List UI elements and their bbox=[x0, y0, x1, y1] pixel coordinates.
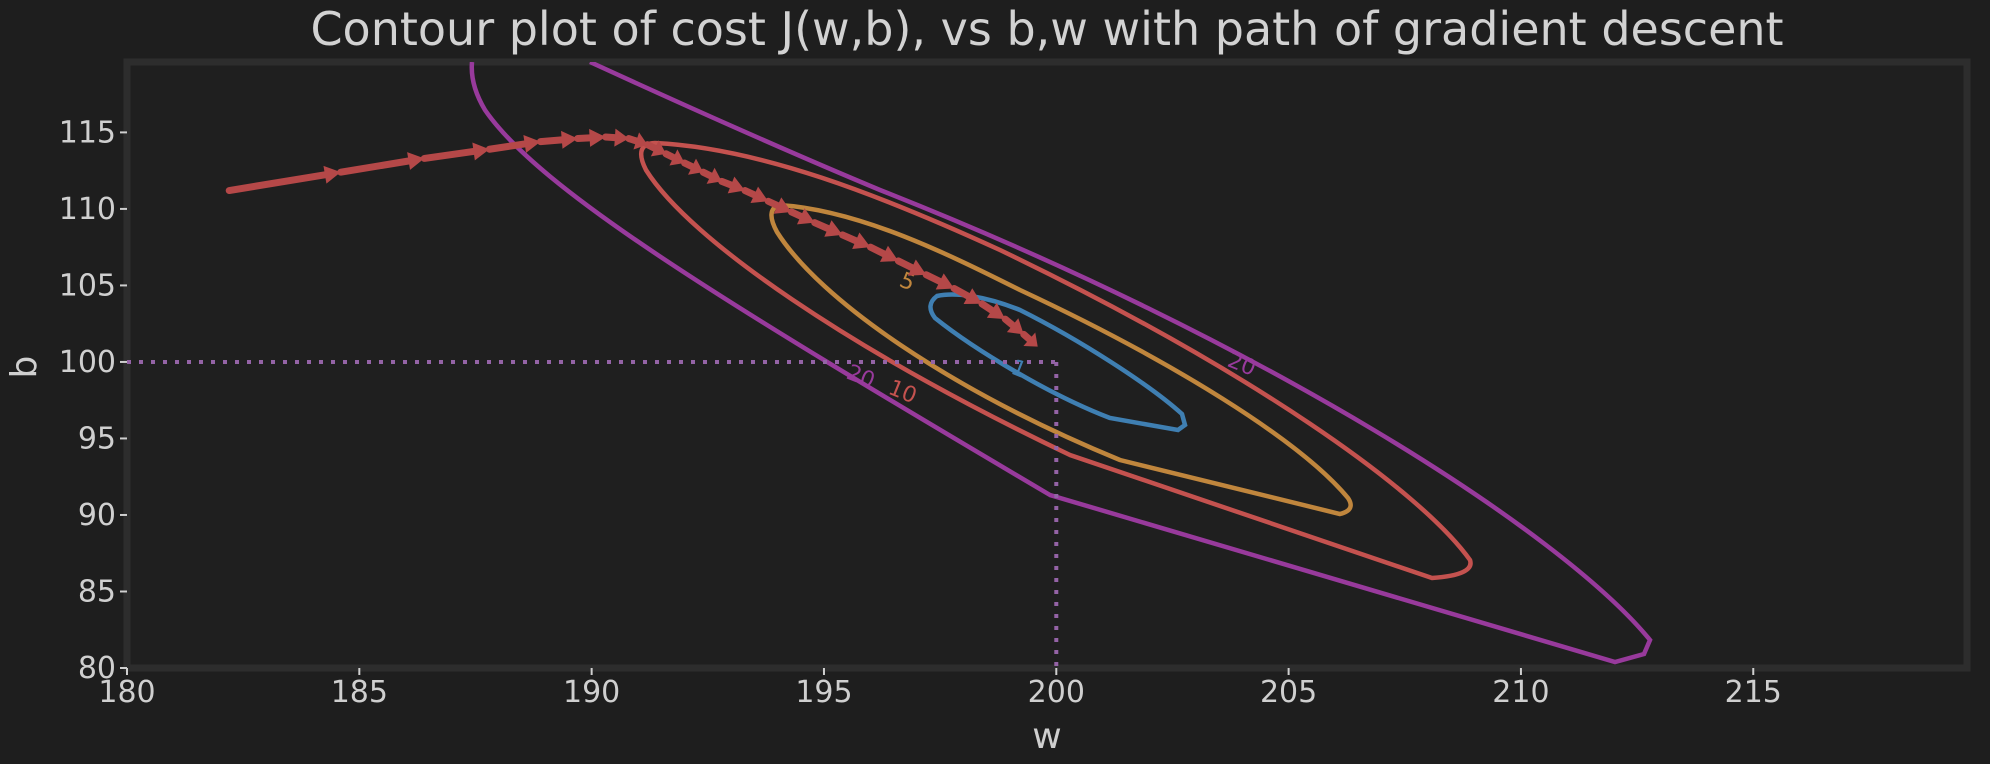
gd-step-arrowhead bbox=[633, 132, 648, 150]
y-tick-label: 80 bbox=[78, 651, 116, 686]
x-tick-label: 215 bbox=[1725, 675, 1782, 710]
gradient-descent-path bbox=[225, 128, 1038, 347]
gd-step-arrowhead bbox=[561, 130, 578, 149]
gd-step-arrowhead bbox=[669, 149, 685, 166]
gd-step-shaft bbox=[625, 135, 640, 145]
plot-area bbox=[123, 58, 1971, 672]
gd-step-shaft bbox=[602, 133, 619, 142]
gd-step-shaft bbox=[643, 141, 659, 152]
y-axis-label: b bbox=[4, 356, 45, 379]
x-tick-label: 180 bbox=[98, 675, 155, 710]
gd-step-arrowhead bbox=[706, 167, 722, 184]
gd-step-arrowhead bbox=[986, 302, 1006, 320]
contour-20 bbox=[469, 62, 1653, 665]
x-tick-label: 195 bbox=[795, 675, 852, 710]
gd-step-arrowhead bbox=[472, 142, 490, 161]
gd-step-arrowhead bbox=[773, 197, 792, 214]
gd-step-shaft bbox=[866, 243, 888, 258]
gd-step-arrowhead bbox=[650, 140, 666, 157]
gd-step-arrowhead bbox=[614, 128, 629, 147]
gd-step-shaft bbox=[764, 197, 782, 210]
contour-5 bbox=[769, 202, 1353, 517]
gd-step-arrowhead bbox=[407, 152, 425, 170]
gd-step-shaft bbox=[1020, 330, 1033, 343]
gd-step-shaft bbox=[718, 177, 735, 189]
x-tick-label: 190 bbox=[563, 675, 620, 710]
gd-step-arrowhead bbox=[935, 273, 955, 290]
contour-lines bbox=[469, 62, 1653, 665]
gd-step-shaft bbox=[1001, 315, 1017, 329]
gd-step-shaft bbox=[681, 159, 696, 171]
gd-step-shaft bbox=[337, 157, 413, 176]
gd-step-arrowhead bbox=[750, 186, 769, 204]
y-tick-label: 100 bbox=[59, 345, 116, 380]
x-tick-label: 185 bbox=[331, 675, 388, 710]
gd-step-arrowhead bbox=[963, 288, 982, 304]
optimum-marker bbox=[127, 359, 1059, 668]
gd-step-arrowhead bbox=[907, 259, 927, 276]
gd-step-arrowhead bbox=[879, 245, 899, 262]
gd-step-shaft bbox=[537, 136, 566, 146]
gd-step-arrowhead bbox=[824, 220, 843, 237]
y-tick-label: 95 bbox=[78, 421, 116, 456]
gd-step-arrowhead bbox=[323, 165, 341, 184]
y-tick-label: 90 bbox=[78, 498, 116, 533]
gd-step-shaft bbox=[922, 271, 944, 285]
gd-step-arrowhead bbox=[589, 128, 606, 147]
x-axis-ticks: 180 185 190 195 200 205 210 215 bbox=[98, 668, 1782, 710]
gd-step-shaft bbox=[894, 257, 916, 272]
gd-step-shaft bbox=[787, 208, 805, 220]
y-tick-label: 105 bbox=[59, 268, 116, 303]
gd-step-arrowhead bbox=[727, 176, 745, 194]
gd-step-shaft bbox=[485, 140, 529, 153]
y-tick-label: 85 bbox=[78, 574, 116, 609]
gd-step-shaft bbox=[741, 187, 758, 199]
contour-1 bbox=[928, 292, 1188, 433]
gd-step-shaft bbox=[811, 219, 832, 232]
x-tick-label: 205 bbox=[1260, 675, 1317, 710]
gd-step-shaft bbox=[225, 171, 329, 195]
gd-step-arrowhead bbox=[796, 208, 815, 225]
gd-step-arrowhead bbox=[1006, 318, 1024, 335]
gd-step-shaft bbox=[699, 168, 715, 180]
gd-step-shaft bbox=[839, 231, 860, 245]
y-axis-ticks: 80 85 90 95 100 105 110 115 bbox=[59, 115, 127, 686]
contour-10 bbox=[638, 140, 1473, 581]
x-tick-label: 200 bbox=[1028, 675, 1085, 710]
gd-step-shaft bbox=[574, 134, 594, 143]
chart-title: Contour plot of cost J(w,b), vs b,w with… bbox=[310, 2, 1783, 56]
gd-step-arrowhead bbox=[523, 135, 541, 153]
gd-step-arrowhead bbox=[1023, 332, 1038, 347]
gd-step-arrowhead bbox=[852, 232, 871, 249]
y-tick-label: 115 bbox=[59, 115, 116, 150]
gd-step-shaft bbox=[662, 150, 677, 161]
x-axis-label: w bbox=[1032, 716, 1061, 757]
gd-step-shaft bbox=[950, 284, 972, 300]
gd-step-arrowhead bbox=[688, 158, 704, 175]
gd-step-shaft bbox=[978, 300, 996, 314]
x-tick-label: 210 bbox=[1492, 675, 1549, 710]
y-tick-label: 110 bbox=[59, 192, 116, 227]
gd-step-shaft bbox=[420, 147, 478, 162]
